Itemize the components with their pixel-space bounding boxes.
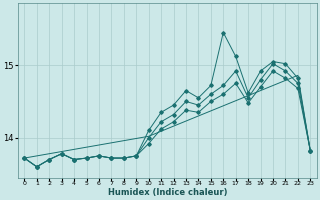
X-axis label: Humidex (Indice chaleur): Humidex (Indice chaleur) xyxy=(108,188,227,197)
